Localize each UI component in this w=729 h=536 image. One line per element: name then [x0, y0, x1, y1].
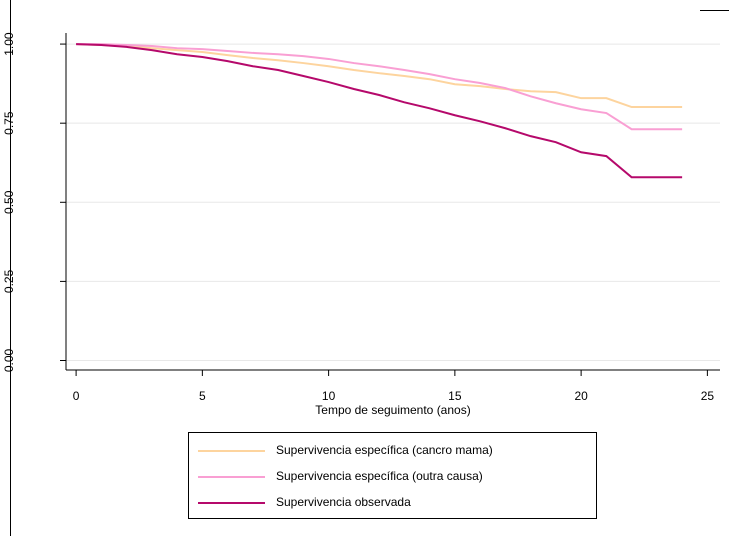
x-tick-label: 25: [701, 389, 715, 403]
legend-label: Supervivencia específica (outra causa): [276, 469, 483, 483]
x-tick-label: 15: [448, 389, 462, 403]
x-tick-label: 20: [574, 389, 588, 403]
y-tick-label: 0.00: [2, 349, 16, 373]
x-tick-label: 5: [199, 389, 206, 403]
x-tick-label: 0: [73, 389, 80, 403]
x-tick-label: 10: [322, 389, 336, 403]
series-line: [76, 43, 683, 131]
y-tick-label: 1.00: [2, 32, 16, 56]
legend-label: Supervivencia observada: [276, 495, 411, 509]
y-tick-label: 0.25: [2, 269, 16, 293]
y-tick-label: 0.75: [2, 111, 16, 135]
legend: [188, 432, 597, 519]
series-line: [76, 43, 683, 179]
x-axis-title: Tempo de seguimento (anos): [315, 403, 470, 417]
series-line: [76, 43, 683, 109]
legend-label: Supervivencia específica (cancro mama): [276, 443, 493, 457]
y-tick-label: 0.50: [2, 190, 16, 214]
